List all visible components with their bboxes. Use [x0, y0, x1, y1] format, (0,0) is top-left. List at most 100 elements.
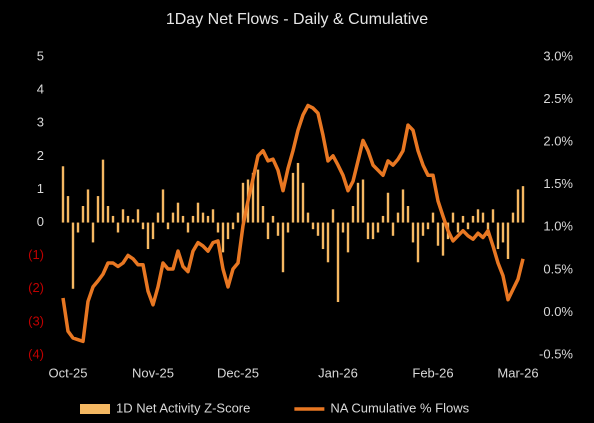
- y-tick-label: (4): [28, 346, 44, 361]
- legend-swatch: [80, 404, 110, 414]
- bar: [411, 222, 415, 243]
- bar: [311, 222, 315, 230]
- bar: [236, 212, 240, 223]
- bar: [386, 192, 390, 223]
- y2-tick-label: 0.5%: [543, 261, 573, 276]
- bar: [216, 222, 220, 233]
- bar: [121, 209, 125, 223]
- bar: [241, 182, 245, 223]
- bar: [221, 222, 225, 253]
- bar: [471, 215, 475, 223]
- legend-label: NA Cumulative % Flows: [330, 400, 469, 415]
- y2-tick-label: 2.5%: [543, 91, 573, 106]
- bar: [96, 196, 100, 223]
- bar: [336, 222, 340, 303]
- bar: [491, 209, 495, 223]
- bar: [361, 179, 365, 223]
- x-tick-label: Dec-25: [217, 365, 259, 380]
- y-tick-label: 4: [37, 82, 44, 97]
- bar: [276, 222, 280, 236]
- bar: [231, 222, 235, 230]
- bar: [61, 166, 65, 223]
- y-tick-label: (3): [28, 313, 44, 328]
- x-tick-label: Feb-26: [412, 365, 453, 380]
- x-tick-label: Mar-26: [497, 365, 538, 380]
- bar: [126, 215, 130, 223]
- bar: [186, 222, 190, 233]
- bar: [331, 209, 335, 223]
- bar: [466, 222, 470, 230]
- bar: [401, 189, 405, 223]
- bar: [191, 215, 195, 223]
- bar: [131, 219, 135, 223]
- bar: [106, 206, 110, 223]
- bar: [511, 212, 515, 223]
- bar: [261, 206, 265, 223]
- bar: [441, 222, 445, 256]
- bar: [281, 222, 285, 273]
- y-tick-label: 3: [37, 115, 44, 130]
- bar: [301, 182, 305, 223]
- bar: [136, 209, 140, 223]
- bar: [161, 189, 165, 223]
- y-tick-label: 5: [37, 48, 44, 63]
- x-tick-label: Oct-25: [48, 365, 87, 380]
- bar: [201, 212, 205, 223]
- x-tick-label: Nov-25: [132, 365, 174, 380]
- bar: [271, 215, 275, 223]
- y2-tick-label: 1.0%: [543, 219, 573, 234]
- bar: [456, 222, 460, 233]
- bar: [376, 222, 380, 233]
- bar: [111, 215, 115, 223]
- bar: [406, 206, 410, 223]
- bar: [391, 222, 395, 236]
- bar: [496, 222, 500, 250]
- bar: [416, 222, 420, 263]
- bar: [211, 209, 215, 223]
- y2-tick-label: 1.5%: [543, 176, 573, 191]
- y2-tick-label: 0.0%: [543, 304, 573, 319]
- bar: [351, 206, 355, 223]
- bar: [71, 222, 75, 289]
- bar: [171, 212, 175, 223]
- bar: [196, 202, 200, 223]
- bar: [141, 222, 145, 230]
- bar: [316, 222, 320, 236]
- line: [61, 103, 525, 344]
- bar: [481, 212, 485, 223]
- bar: [146, 222, 150, 250]
- bar: [156, 212, 160, 223]
- y-tick-label: 1: [37, 181, 44, 196]
- y2-tick-label: 3.0%: [543, 48, 573, 63]
- bar: [341, 222, 345, 233]
- bar: [116, 222, 120, 233]
- bar: [66, 196, 70, 223]
- bar: [321, 222, 325, 250]
- bar: [326, 222, 330, 263]
- bar: [256, 169, 260, 223]
- bar: [181, 215, 185, 223]
- y2-tick-label: 2.0%: [543, 134, 573, 149]
- bar: [396, 212, 400, 223]
- bar: [476, 209, 480, 223]
- y-tick-label: 2: [37, 148, 44, 163]
- bar: [356, 182, 360, 223]
- legend-label: 1D Net Activity Z-Score: [116, 400, 250, 415]
- bar: [431, 212, 435, 223]
- bar: [266, 222, 270, 240]
- bar: [506, 222, 510, 259]
- bar: [91, 222, 95, 243]
- bar: [226, 222, 230, 240]
- bar: [101, 159, 105, 223]
- bar: [86, 189, 90, 223]
- x-tick-label: Jan-26: [318, 365, 358, 380]
- bar: [76, 222, 80, 233]
- bar: [451, 212, 455, 223]
- y2-tick-label: -0.5%: [539, 346, 573, 361]
- bar: [166, 222, 170, 230]
- bar: [421, 222, 425, 236]
- bar: [461, 215, 465, 223]
- bar: [296, 162, 300, 223]
- y-tick-label: (1): [28, 247, 44, 262]
